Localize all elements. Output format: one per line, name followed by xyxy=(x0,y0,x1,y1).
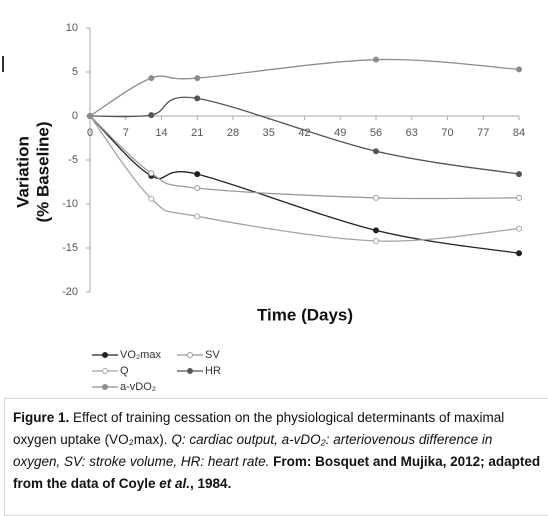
legend-marker xyxy=(187,352,193,358)
series-line xyxy=(89,115,520,254)
x-tick-label: 77 xyxy=(477,127,489,139)
point xyxy=(373,148,379,155)
caption-text: Effect of training cessation on the phys… xyxy=(13,410,505,447)
point xyxy=(516,171,522,178)
caption-source: , 1984. xyxy=(190,476,232,491)
legend-label: VO₂max xyxy=(120,349,161,361)
y-tick-label: 10 xyxy=(66,22,78,34)
caption-source: et al. xyxy=(159,476,190,491)
point xyxy=(148,170,155,177)
x-tick-label: 14 xyxy=(155,127,167,139)
point xyxy=(87,113,93,119)
point xyxy=(516,194,522,201)
caption: Figure 1. Effect of training cessation o… xyxy=(4,398,548,516)
x-tick-label: 49 xyxy=(334,127,346,139)
y-tick-label: -20 xyxy=(62,286,78,298)
series-line xyxy=(89,58,520,117)
point xyxy=(516,66,522,73)
x-tick-label: 7 xyxy=(123,127,129,139)
x-tick-label: 63 xyxy=(406,127,418,139)
point xyxy=(148,112,155,119)
y-tick-label: -5 xyxy=(68,154,78,166)
legend-marker xyxy=(102,384,108,390)
legend-label: a-vDO₂ xyxy=(120,381,156,393)
point xyxy=(373,237,379,244)
caption-abbrev: Q: cardiac output, a-vDO₂: arteriovenous… xyxy=(13,432,493,469)
chart: Variation (% Baseline) Time (Days) -20 -1… xyxy=(2,22,525,393)
point xyxy=(373,194,379,201)
point xyxy=(148,75,155,82)
point xyxy=(194,171,201,178)
legend-label: SV xyxy=(205,349,220,361)
y-tick-label: -15 xyxy=(62,242,78,254)
x-tick-label: 28 xyxy=(227,127,239,139)
y-axis-title: (% Baseline) xyxy=(33,121,52,222)
point xyxy=(516,225,522,232)
point xyxy=(516,250,522,257)
point xyxy=(148,195,155,202)
point xyxy=(373,56,379,63)
caption-label: Figure 1. xyxy=(13,410,70,425)
y-tick-label: -10 xyxy=(62,198,78,210)
y-axis-title: Variation xyxy=(13,136,32,208)
point xyxy=(194,185,201,192)
x-axis-title: Time (Days) xyxy=(257,305,353,324)
x-tick-label: 84 xyxy=(513,127,525,139)
point xyxy=(373,227,379,234)
legend-label: Q xyxy=(120,365,129,377)
legend-marker xyxy=(102,368,108,374)
caption-source: et al. xyxy=(159,476,191,491)
y-tick-label: 5 xyxy=(72,66,78,78)
x-tick-label: 70 xyxy=(441,127,453,139)
series-line xyxy=(89,115,520,242)
x-tick-label: 56 xyxy=(370,127,382,139)
point xyxy=(194,75,201,82)
legend-label: HR xyxy=(205,365,221,377)
x-tick-label: 42 xyxy=(298,127,310,139)
x-tick-label: 35 xyxy=(263,127,275,139)
y-tick-label: 0 xyxy=(72,110,78,122)
point xyxy=(194,95,201,102)
legend-marker xyxy=(102,352,108,358)
point xyxy=(194,213,201,220)
legend-marker xyxy=(187,368,193,374)
series-line xyxy=(89,115,520,200)
x-tick-label: 21 xyxy=(191,127,203,139)
caption-source: From: Bosquet and Mujika, 2012; adapted … xyxy=(13,454,541,491)
x-tick-label: 0 xyxy=(87,127,93,139)
